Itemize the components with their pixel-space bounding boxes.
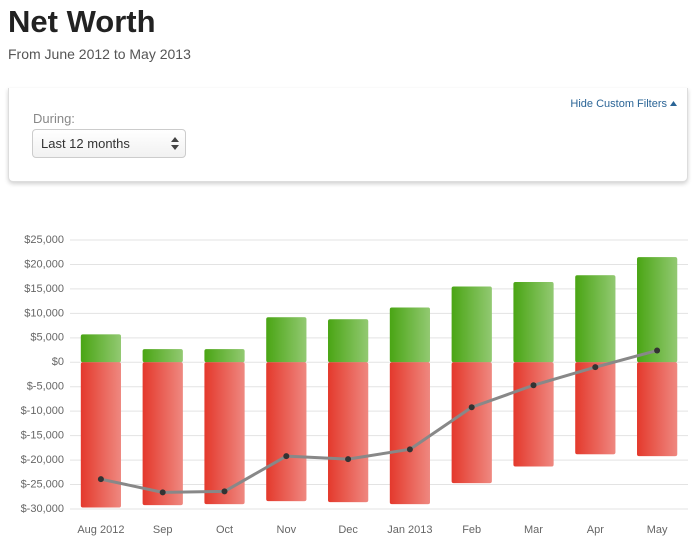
line-marker — [468, 404, 475, 411]
net-worth-line — [100, 349, 658, 494]
line-marker — [283, 453, 290, 460]
select-arrows — [171, 137, 179, 150]
bar-shine — [80, 362, 121, 508]
bar-shine — [451, 362, 492, 484]
chart: $-30,000 $-25,000 $-20,000 $-15,000 $-10,000… — [21, 234, 688, 536]
y-tick-label: $25,000 — [24, 234, 64, 246]
during-label: During: — [33, 111, 75, 126]
bar-shine — [389, 362, 430, 505]
x-tick-label: Feb — [462, 524, 481, 536]
x-tick-label: May — [647, 524, 668, 536]
bar-shine — [637, 362, 678, 457]
line-marker — [159, 489, 166, 496]
x-tick-label: Mar — [524, 524, 543, 536]
y-tick-label: $-10,000 — [21, 405, 64, 417]
x-tick-label: Apr — [587, 524, 604, 536]
y-tick-label: $10,000 — [24, 307, 64, 319]
y-tick-label: $-25,000 — [21, 478, 64, 490]
line-marker — [654, 347, 661, 354]
line-marker — [97, 476, 104, 483]
bar-shine — [575, 362, 616, 455]
during-select[interactable]: Last 12 months — [32, 129, 186, 158]
x-tick-label: Aug 2012 — [77, 524, 124, 536]
y-tick-label: $20,000 — [24, 258, 64, 270]
y-tick-label: $-30,000 — [21, 503, 64, 515]
line-marker — [406, 446, 413, 453]
line-marker — [530, 382, 537, 389]
x-tick-label: Nov — [277, 524, 297, 536]
y-tick-label: $5,000 — [30, 332, 64, 344]
line-marker — [592, 364, 599, 371]
bar-shine — [142, 362, 183, 506]
x-tick-label: Dec — [338, 524, 358, 536]
bar-shine — [513, 282, 554, 363]
hide-filters-link[interactable]: Hide Custom Filters — [570, 98, 667, 110]
line-marker — [221, 488, 228, 495]
bar-shine — [204, 362, 245, 505]
filter-panel: Hide Custom Filters During: Last 12 mont… — [8, 88, 688, 182]
bar-shine — [204, 349, 245, 363]
bar-shine — [328, 362, 369, 503]
y-tick-label: $0 — [52, 356, 64, 368]
line-marker — [345, 456, 352, 463]
y-tick-label: $-20,000 — [21, 454, 64, 466]
bar-shine — [328, 319, 369, 363]
bar-shine — [513, 362, 554, 467]
page-title: Net Worth — [8, 4, 156, 39]
x-tick-label: Sep — [153, 524, 173, 536]
x-tick-label: Oct — [216, 524, 233, 536]
y-tick-label: $-5,000 — [27, 381, 64, 393]
bar-shine — [637, 257, 678, 363]
bar-shine — [80, 334, 121, 363]
toggle-icon — [670, 101, 677, 106]
y-tick-label: $-15,000 — [21, 430, 64, 442]
y-tick-label: $15,000 — [24, 283, 64, 295]
page-subtitle: From June 2012 to May 2013 — [8, 46, 191, 62]
bar-shine — [451, 286, 492, 363]
bar-shine — [575, 275, 616, 363]
during-value: Last 12 months — [41, 136, 130, 151]
bar-shine — [266, 362, 307, 502]
bar-shine — [389, 307, 430, 363]
x-tick-label: Jan 2013 — [387, 524, 432, 536]
bar-shine — [266, 317, 307, 363]
bar-shine — [142, 349, 183, 363]
